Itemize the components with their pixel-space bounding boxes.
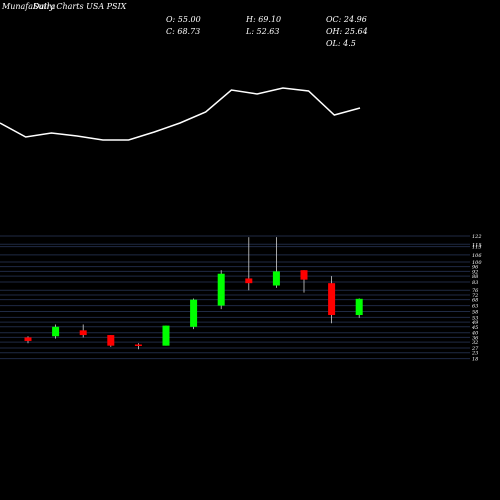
candle [107, 335, 115, 347]
y-tick-label: 23 [471, 351, 478, 357]
candle [162, 325, 170, 346]
open-high-value: OH: 25.64 [326, 27, 368, 36]
y-tick-label: 76 [472, 288, 479, 294]
open-value: O: 55.00 [166, 15, 201, 24]
candle-body-down [107, 335, 115, 346]
y-tick-label: 72 [472, 293, 478, 299]
y-tick-label: 45 [471, 325, 478, 331]
y-tick-label: 27 [471, 346, 479, 352]
open-close-value: OC: 24.96 [326, 15, 367, 24]
y-tick-label: 122 [472, 234, 482, 240]
y-tick-label: 36 [472, 335, 479, 341]
candle-body-down [245, 278, 253, 284]
candle-body-down [134, 344, 142, 346]
candle-body-up [355, 298, 363, 316]
y-tick-label: 18 [472, 357, 478, 363]
open-low-value: OL: 4.5 [326, 39, 356, 48]
y-tick-label: 106 [472, 253, 482, 259]
candle-body-down [328, 283, 336, 316]
y-tick-label: 32 [472, 340, 478, 346]
candle [190, 298, 198, 330]
y-tick-label: 63 [472, 304, 478, 310]
indicator-line [0, 87, 361, 141]
y-tick-label: 53 [472, 315, 478, 321]
low-value: L: 52.63 [245, 27, 279, 36]
high-value: H: 69.10 [245, 15, 281, 24]
candle [24, 336, 32, 344]
y-tick-label: 49 [471, 320, 479, 326]
candle-body-up [52, 326, 60, 337]
candle [79, 324, 87, 338]
y-tick-label: 96 [472, 265, 479, 271]
candle [355, 298, 363, 318]
y-tick-label: 68 [472, 298, 478, 304]
candle [272, 237, 280, 288]
candle-body-up [272, 271, 280, 286]
candle [328, 276, 336, 324]
candle [134, 343, 142, 350]
y-tick-label: 83 [472, 280, 478, 286]
candle [52, 324, 60, 339]
candle-body-down [300, 270, 308, 280]
candle-body-up [190, 299, 198, 327]
candles [24, 237, 363, 350]
candle-body-up [162, 325, 170, 346]
y-tick-label: 115 [472, 242, 482, 248]
y-tick-label: 92 [472, 269, 478, 275]
candle-body-down [24, 337, 32, 341]
y-tick-label: 40 [471, 331, 479, 337]
y-tick-label: 88 [472, 274, 478, 280]
candle [245, 237, 253, 291]
candle [300, 270, 308, 293]
chart-subtitle: Daily Charts USA PSIX [32, 2, 127, 11]
candle [217, 270, 225, 310]
candle-body-up [217, 273, 225, 306]
y-tick-label: 100 [472, 260, 482, 266]
candle-body-down [79, 330, 87, 336]
close-value: C: 68.73 [166, 27, 200, 36]
y-tick-label: 58 [472, 309, 478, 315]
brand-label: MunafaSutra [1, 2, 56, 11]
y-tick-label: 113 [472, 245, 482, 251]
